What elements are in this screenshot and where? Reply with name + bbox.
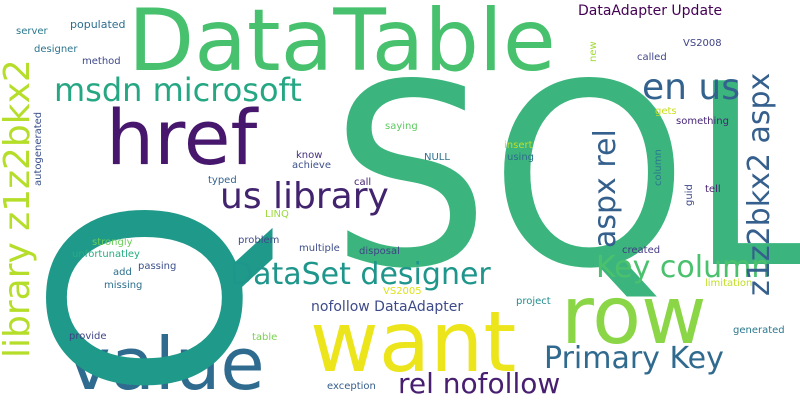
word-designer: designer (34, 44, 78, 55)
word-limitation: limitation (705, 278, 753, 289)
word-rel-nofollow: rel nofollow (398, 367, 561, 400)
word-us-library: us library (220, 176, 389, 217)
word-key-column: Key column (596, 250, 771, 285)
word-tell: tell (705, 184, 721, 195)
word-nofollow-dataadapter: nofollow DataAdapter (311, 299, 464, 315)
word-unfortunatley: unfortunatley (72, 249, 140, 260)
word-row: row (561, 269, 707, 362)
word-achieve: achieve (292, 160, 331, 171)
word-want: want (310, 293, 517, 391)
word-missing: missing (104, 280, 143, 291)
word-method: method (82, 56, 121, 67)
word-provide: provide (69, 331, 107, 342)
word-populated: populated (70, 18, 126, 31)
word-generated: generated (733, 325, 785, 336)
word-linq: LINQ (265, 209, 289, 220)
word-passing: passing (138, 261, 177, 272)
word-href: href (106, 93, 258, 182)
word-q: Q (0, 195, 301, 400)
word-vs2005: VS2005 (383, 286, 422, 297)
word-sql: SQL (330, 31, 800, 324)
word-something: something (676, 116, 729, 127)
word-insert: insert (504, 140, 533, 151)
word-using: using (507, 152, 535, 163)
word-library-z1z2bkx2: library z1z2bkx2 (0, 59, 38, 358)
word-primary-key: Primary Key (544, 341, 724, 376)
word-column: column (653, 149, 664, 186)
word-saying: saying (385, 121, 418, 132)
word-gets: gets (655, 106, 677, 117)
word-msdn-microsoft: msdn microsoft (54, 71, 302, 109)
word-dataset-designer: DataSet designer (230, 257, 491, 292)
word-new: new (588, 41, 599, 62)
word-vs2008: VS2008 (683, 38, 722, 49)
word-aspx-rel: aspx rel (588, 129, 623, 248)
word-created: created (622, 245, 661, 256)
word-problem: problem (238, 235, 280, 246)
word-null: NULL (424, 152, 450, 163)
word-called: called (637, 52, 667, 63)
word-guid: guid (684, 184, 695, 206)
word-strongly: strongly (92, 237, 133, 248)
word-dataadapter-update: DataAdapter Update (578, 3, 723, 19)
word-table: table (252, 332, 278, 343)
word-z1z2bkx2-aspx: z1z2bkx2 aspx (742, 72, 777, 296)
word-call: call (354, 177, 372, 188)
word-add: add (113, 267, 132, 278)
word-datatable: DataTable (128, 0, 556, 91)
word-disposal: disposal (359, 246, 400, 257)
word-know: know (296, 150, 323, 161)
word-exception: exception (327, 381, 376, 392)
word-en-us: en us (642, 67, 740, 108)
word-value: value (68, 322, 265, 400)
word-typed: typed (208, 175, 237, 186)
word-autogenerated: autogenerated (33, 111, 44, 186)
word-multiple: multiple (299, 243, 340, 254)
word-server: server (16, 26, 48, 37)
word-project: project (516, 296, 551, 307)
